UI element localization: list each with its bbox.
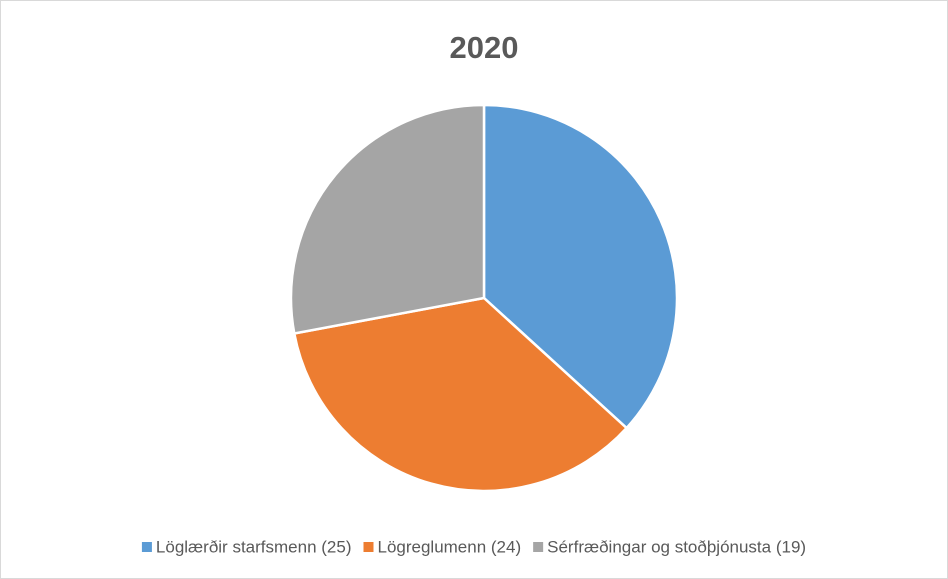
legend-swatch xyxy=(363,542,374,552)
pie-slice xyxy=(289,103,486,335)
legend-swatch xyxy=(141,542,152,552)
legend-label: Sérfræðingar og stoðþjónusta (19) xyxy=(547,537,806,556)
legend-label: Lögreglumenn (24) xyxy=(377,537,521,556)
pie-slice xyxy=(482,103,679,430)
legend-swatch xyxy=(533,542,544,552)
chart-title: 2020 xyxy=(450,30,519,65)
legend-label: Löglærðir starfsmenn (25) xyxy=(156,537,352,556)
pie-slice xyxy=(292,296,629,493)
